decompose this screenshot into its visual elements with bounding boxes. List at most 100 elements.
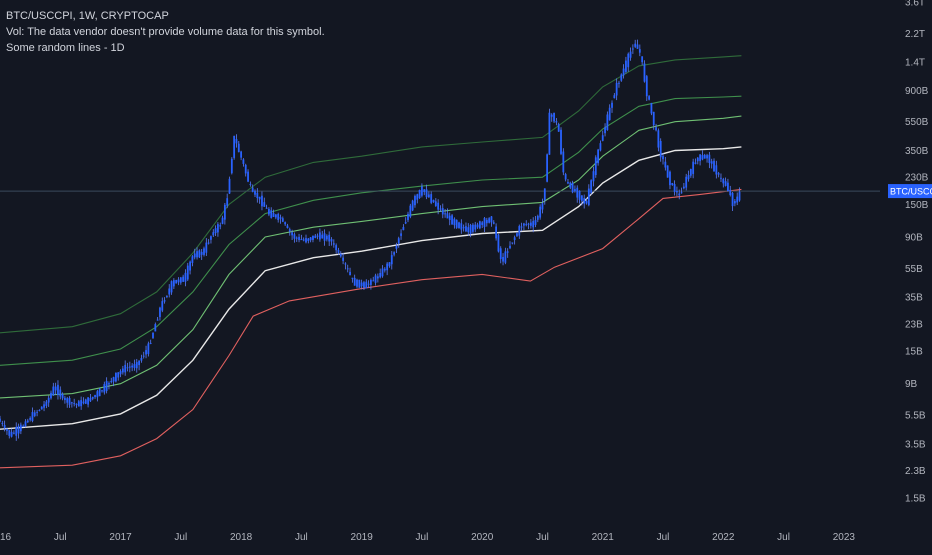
candle-body (274, 214, 277, 218)
candle-body (149, 342, 152, 344)
candle-body (140, 357, 143, 361)
candle-body (279, 217, 282, 219)
candle-body (625, 60, 627, 72)
candle-body (453, 218, 456, 226)
candle-body (284, 222, 287, 225)
y-tick-label: 550B (905, 117, 929, 128)
candle-body (247, 171, 249, 182)
candle-body (154, 324, 157, 332)
candle-body (622, 68, 625, 76)
candle-body (370, 279, 372, 285)
candle-body (73, 403, 76, 405)
candle-body (367, 283, 370, 285)
candle-body (293, 234, 296, 239)
candle-body (321, 234, 324, 239)
candle-body (182, 276, 185, 282)
y-tick-label: 350B (905, 146, 929, 157)
legend-study[interactable]: Some random lines - 1D (6, 42, 125, 54)
candle-body (356, 279, 358, 287)
candle-body (240, 151, 242, 158)
candle-body (75, 403, 78, 405)
candle-body (381, 268, 384, 277)
candle-body (242, 159, 245, 164)
candle-body (648, 96, 651, 100)
y-tick-label: 2.2T (905, 29, 925, 40)
band-line-mid_band (0, 95, 742, 366)
candle-body (365, 281, 368, 289)
candle-body (465, 226, 467, 232)
candle-body (499, 248, 502, 260)
candle-body (645, 76, 648, 97)
candle-body (145, 350, 147, 355)
candle-body (441, 208, 444, 215)
candle-body (434, 201, 437, 206)
chart-legend: BTC/USCCPI, 1W, CRYPTOCAP Vol: The data … (6, 8, 325, 56)
y-tick-label: 90B (905, 232, 923, 243)
legend-symbol[interactable]: BTC/USCCPI, 1W, CRYPTOCAP (6, 10, 169, 22)
candle-body (191, 256, 194, 263)
candle-body (689, 169, 692, 176)
candle-body (395, 245, 398, 249)
y-tick-label: 3.6T (905, 0, 925, 9)
candle-body (50, 392, 52, 399)
candle-body (10, 431, 13, 437)
candle-body (298, 236, 300, 240)
candle-body (423, 189, 426, 192)
candle-body (427, 194, 430, 198)
candle-body (687, 175, 690, 180)
candle-body (335, 245, 338, 251)
candle-body (580, 195, 583, 201)
candle-body (657, 130, 660, 148)
candle-body (163, 300, 166, 302)
x-tick-label: Jul (777, 532, 790, 543)
candle-body (332, 243, 335, 245)
candle-body (64, 397, 66, 400)
candle-body (349, 271, 351, 276)
candle-body (172, 280, 175, 287)
y-tick-label: 3.5B (905, 439, 926, 450)
candle-body (82, 401, 85, 404)
x-tick-label: 2018 (230, 532, 253, 543)
candle-body (458, 222, 460, 229)
candle-body (108, 383, 110, 385)
candle-body (539, 206, 542, 218)
candle-body (344, 263, 347, 265)
candle-body (627, 53, 630, 68)
candle-body (307, 238, 310, 241)
candle-body (89, 398, 92, 402)
candle-body (128, 366, 131, 368)
candle-body (210, 236, 212, 240)
candle-body (374, 275, 377, 283)
candle-body (54, 386, 57, 391)
candle-body (506, 251, 509, 253)
candle-body (121, 368, 124, 373)
candle-body (478, 221, 481, 229)
candle-body (708, 154, 711, 164)
candle-body (393, 252, 395, 255)
candle-body (161, 301, 164, 311)
candle-body (207, 242, 210, 244)
candle-body (212, 232, 215, 236)
candle-body (418, 189, 421, 199)
candle-body (421, 186, 423, 196)
candle-body (682, 186, 685, 189)
candle-body (553, 112, 555, 122)
candle-body (159, 307, 161, 318)
candle-body (618, 82, 620, 84)
candle-body (703, 154, 706, 159)
candle-body (217, 224, 219, 233)
candle-body (166, 296, 168, 298)
candle-body (534, 220, 537, 225)
x-tick-label: Jul (536, 532, 549, 543)
y-tick-label: 1.4T (905, 58, 925, 69)
candle-body (43, 404, 45, 408)
candle-body (15, 426, 18, 436)
candle-body (33, 412, 36, 416)
candle-body (469, 224, 472, 234)
candle-body (219, 225, 222, 227)
candle-body (548, 112, 551, 155)
candle-body (402, 227, 405, 231)
candle-body (520, 226, 523, 228)
